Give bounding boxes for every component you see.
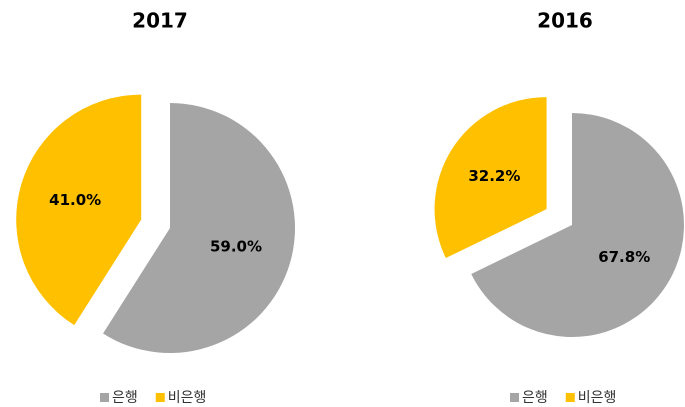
legend-label: 은행 bbox=[112, 390, 138, 406]
legend-swatch bbox=[100, 393, 109, 402]
legend-swatch bbox=[155, 393, 165, 402]
chart-title: 2017 bbox=[132, 9, 188, 33]
pie-slice bbox=[434, 97, 547, 259]
legend-swatch bbox=[510, 393, 519, 402]
chart-title: 2016 bbox=[537, 9, 593, 33]
legend-label: 은행 bbox=[522, 390, 548, 406]
data-label: 59.0% bbox=[210, 238, 262, 256]
legend-swatch bbox=[565, 393, 575, 402]
data-label: 41.0% bbox=[49, 191, 101, 209]
data-label: 67.8% bbox=[598, 248, 650, 266]
pie-slice bbox=[471, 113, 684, 338]
pie-slice bbox=[103, 103, 296, 353]
data-label: 32.2% bbox=[468, 167, 520, 185]
legend-label: 비은행 bbox=[168, 390, 207, 406]
pie-slice bbox=[16, 94, 142, 326]
legend-label: 비은행 bbox=[578, 390, 617, 406]
